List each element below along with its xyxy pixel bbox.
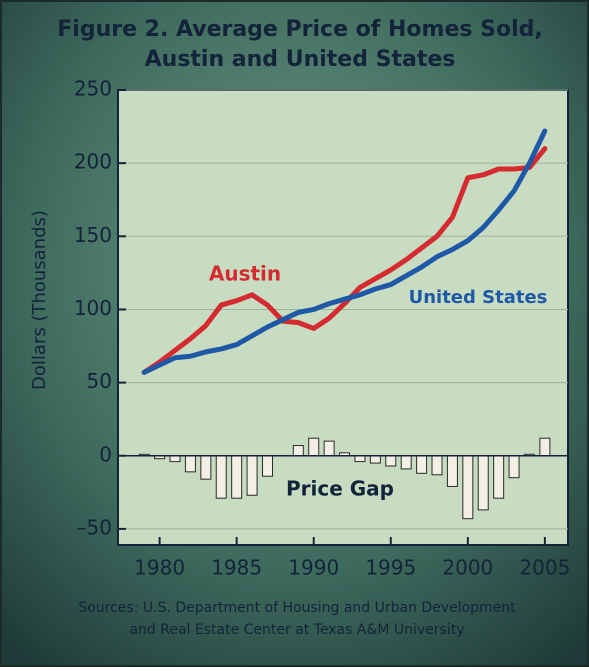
- bar: [185, 456, 195, 472]
- y-tick-label: 0: [99, 442, 112, 466]
- bar: [216, 456, 226, 498]
- chart: Figure 2. Average Price of Homes Sold, A…: [0, 0, 589, 667]
- y-tick-label: 200: [74, 150, 112, 174]
- source-note: and Real Estate Center at Texas A&M Univ…: [129, 622, 464, 638]
- source-note: Sources: U.S. Department of Housing and …: [78, 600, 516, 616]
- chart-title: Figure 2. Average Price of Homes Sold,: [57, 17, 542, 42]
- x-tick-label: 1990: [288, 556, 339, 580]
- bar: [247, 456, 257, 496]
- bar: [478, 456, 488, 510]
- bar: [540, 438, 550, 456]
- y-tick-label: –50: [77, 515, 112, 539]
- y-axis-label: Dollars (Thousands): [29, 210, 50, 390]
- bar: [463, 456, 473, 519]
- bar: [355, 456, 365, 462]
- series-label: Austin: [209, 262, 281, 286]
- x-tick-label: 1980: [134, 556, 185, 580]
- bar: [232, 456, 242, 498]
- bar: [293, 446, 303, 456]
- bar: [386, 456, 396, 466]
- bar: [494, 456, 504, 498]
- x-tick-label: 1995: [365, 556, 416, 580]
- y-tick-label: 100: [74, 296, 112, 320]
- bar: [401, 456, 411, 469]
- series-label: Price Gap: [286, 477, 394, 501]
- bar: [170, 456, 180, 462]
- x-tick-label: 1985: [211, 556, 262, 580]
- bar: [447, 456, 457, 487]
- bar: [262, 456, 272, 476]
- bar: [309, 438, 319, 456]
- x-tick-label: 2005: [519, 556, 570, 580]
- bar: [370, 456, 380, 463]
- bar: [201, 456, 211, 479]
- x-tick-label: 2000: [442, 556, 493, 580]
- y-tick-label: 150: [74, 223, 112, 247]
- chart-title: Austin and United States: [145, 47, 456, 72]
- bar: [324, 441, 334, 456]
- bar: [509, 456, 519, 478]
- bar: [432, 456, 442, 475]
- series-label: United States: [409, 287, 548, 308]
- bar: [417, 456, 427, 474]
- y-tick-label: 50: [87, 369, 112, 393]
- y-tick-label: 250: [74, 77, 112, 101]
